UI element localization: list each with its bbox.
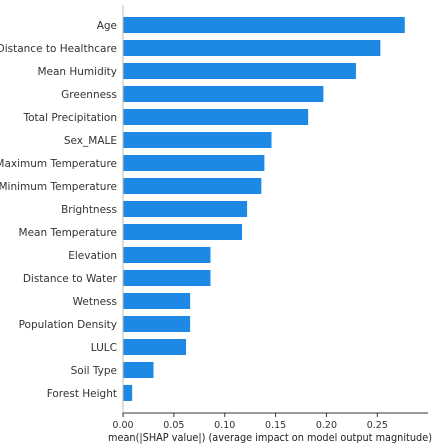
bar-maximum-temperature bbox=[123, 155, 265, 171]
bar-sex-male bbox=[123, 132, 272, 148]
bar-soil-type bbox=[123, 362, 154, 378]
bar-minimum-temperature bbox=[123, 178, 262, 194]
x-tick-label: 0.25 bbox=[367, 420, 388, 431]
bar-total-precipitation bbox=[123, 109, 309, 125]
bar-greenness bbox=[123, 86, 324, 102]
x-tick-label: 0.00 bbox=[112, 420, 133, 431]
y-label-wetness: Wetness bbox=[73, 296, 117, 308]
bar-brightness bbox=[123, 201, 248, 217]
x-tick-label: 0.15 bbox=[265, 420, 286, 431]
y-label-population-density: Population Density bbox=[19, 319, 117, 331]
y-label-distance-to-healthcare: Distance to Healthcare bbox=[0, 43, 117, 55]
y-label-mean-humidity: Mean Humidity bbox=[37, 66, 117, 78]
y-label-soil-type: Soil Type bbox=[71, 365, 117, 377]
bar-distance-to-healthcare bbox=[123, 40, 381, 56]
bar-lulc bbox=[123, 339, 187, 355]
bar-wetness bbox=[123, 293, 191, 309]
bars-group bbox=[123, 17, 405, 401]
y-label-sex-male: Sex_MALE bbox=[64, 135, 117, 147]
y-label-maximum-temperature: Maximum Temperature bbox=[0, 158, 117, 170]
y-label-greenness: Greenness bbox=[61, 89, 117, 101]
x-axis-ticks: 0.00 0.05 0.10 0.15 0.20 0.25 bbox=[112, 413, 388, 431]
bar-elevation bbox=[123, 247, 211, 263]
y-label-mean-temperature: Mean Temperature bbox=[19, 227, 117, 239]
bar-mean-humidity bbox=[123, 63, 356, 79]
y-label-age: Age bbox=[97, 20, 117, 32]
x-axis-label: mean(|SHAP value|) (average impact on mo… bbox=[108, 432, 432, 444]
y-label-distance-to-water: Distance to Water bbox=[23, 273, 118, 285]
bar-mean-temperature bbox=[123, 224, 243, 240]
x-tick-label: 0.05 bbox=[163, 420, 184, 431]
y-label-brightness: Brightness bbox=[61, 204, 117, 216]
y-label-lulc: LULC bbox=[91, 342, 117, 354]
y-label-forest-height: Forest Height bbox=[47, 388, 117, 400]
x-tick-label: 0.10 bbox=[214, 420, 235, 431]
bar-age bbox=[123, 17, 405, 33]
bar-distance-to-water bbox=[123, 270, 211, 286]
y-label-elevation: Elevation bbox=[68, 250, 117, 262]
x-tick-label: 0.20 bbox=[316, 420, 337, 431]
y-axis-labels: Age Distance to Healthcare Mean Humidity Gr… bbox=[0, 20, 118, 400]
bar-population-density bbox=[123, 316, 191, 332]
bar-forest-height bbox=[123, 385, 133, 401]
y-label-minimum-temperature: Minimum Temperature bbox=[0, 181, 117, 193]
y-label-total-precipitation: Total Precipitation bbox=[23, 112, 118, 124]
